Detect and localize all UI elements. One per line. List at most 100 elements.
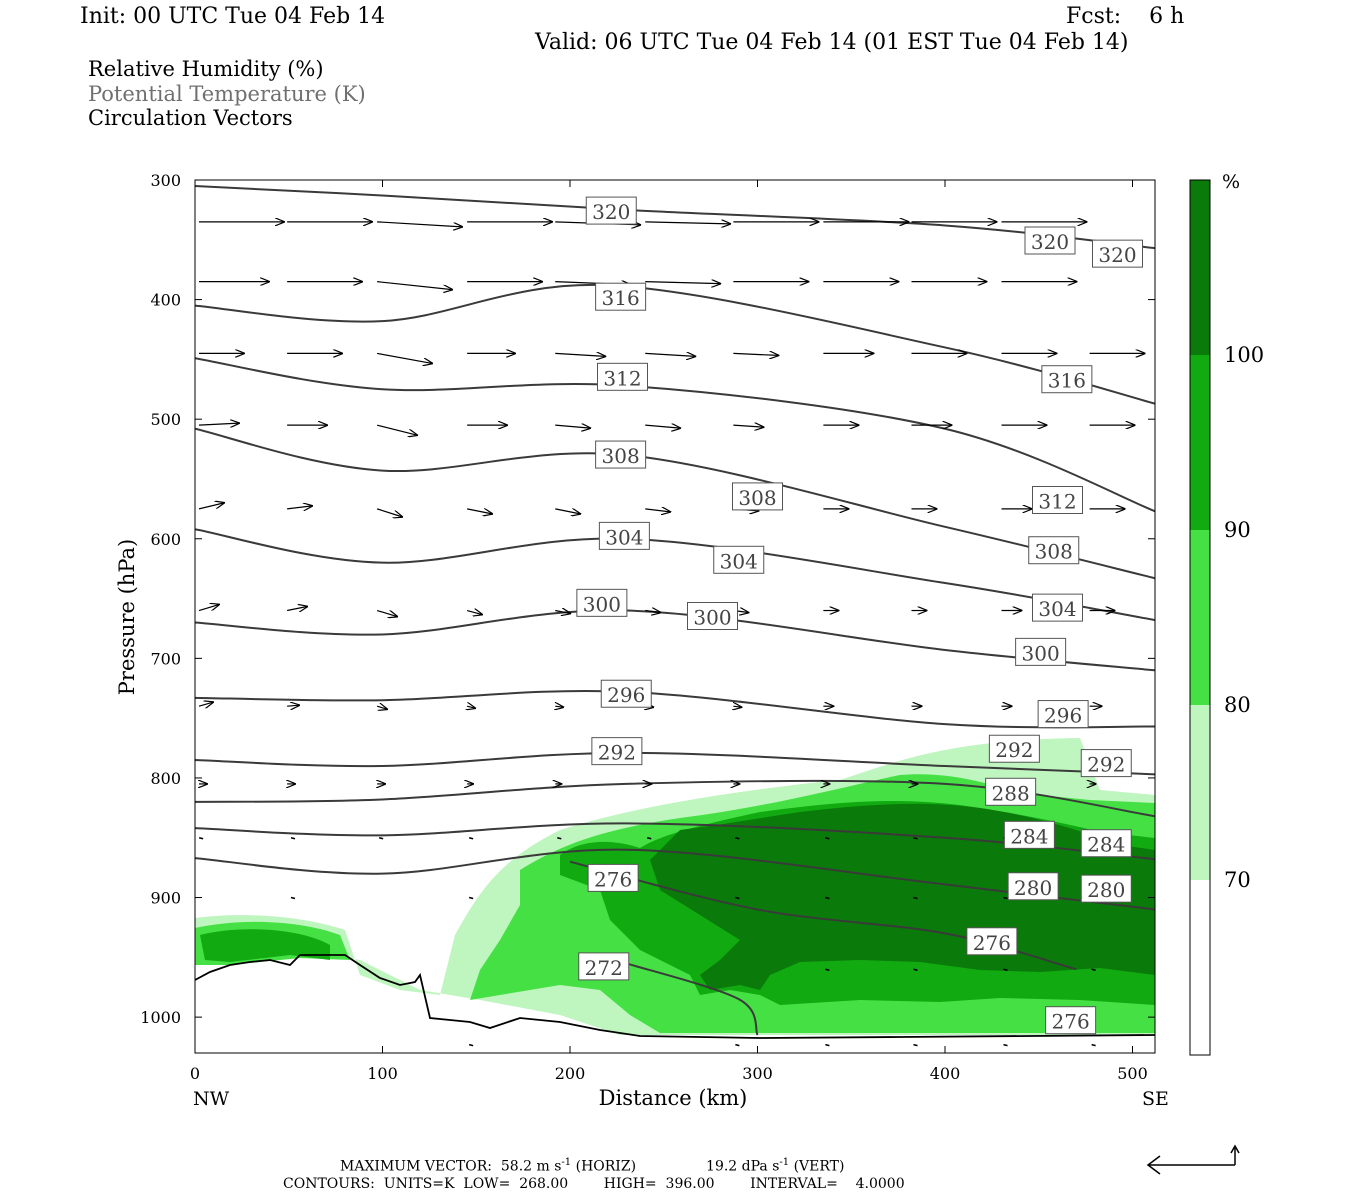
left-endpoint-label: NW [193, 1088, 230, 1110]
circulation-vector [376, 706, 387, 709]
circulation-vector [378, 837, 384, 840]
circulation-vector [735, 837, 740, 840]
contour-label: 284 [1087, 833, 1125, 857]
legend-rh: Relative Humidity (%) [88, 57, 324, 81]
circulation-vector [645, 425, 680, 428]
contour-label: 288 [992, 781, 1030, 805]
contour-label: 284 [1010, 824, 1048, 848]
circulation-vector [468, 1043, 474, 1047]
contour-label: 272 [585, 956, 623, 980]
circulation-vector [467, 509, 492, 514]
contour-label-box [1045, 1006, 1097, 1035]
x-tick-label: 400 [930, 1064, 961, 1083]
circulation-vector [733, 706, 741, 707]
y-tick-label: 400 [150, 291, 181, 310]
x-tick-label: 100 [367, 1064, 398, 1083]
contour-label: 276 [594, 867, 632, 891]
contour-label: 296 [1044, 704, 1082, 728]
contour-label: 292 [995, 738, 1033, 762]
max-vector-text: MAXIMUM VECTOR: 58.2 m s-1 (HORIZ) 19.2 d… [340, 1157, 845, 1175]
y-tick-label: 700 [150, 649, 181, 668]
circulation-vector [467, 706, 475, 708]
contour-label-box [1015, 637, 1067, 666]
y-tick-label: 600 [150, 530, 181, 549]
contour-label-box [1080, 749, 1132, 778]
circulation-vector [733, 353, 778, 355]
contour-label-box [591, 737, 643, 766]
circulation-vector [377, 221, 462, 227]
contour-label-box [587, 863, 639, 892]
reference-vector [1146, 1144, 1240, 1175]
contours-info: CONTOURS: UNITS=K LOW= 268.00 HIGH= 396.… [283, 1176, 905, 1192]
contour-label-box [595, 282, 647, 311]
circulation-vector [376, 508, 402, 517]
y-tick-label: 800 [150, 769, 181, 788]
contour-label-box [988, 734, 1040, 763]
circulation-vector [555, 425, 590, 428]
contour-label-box [1080, 829, 1132, 858]
plot-frame [194, 179, 1156, 1054]
circulation-vector [198, 605, 219, 612]
circulation-vector [647, 837, 652, 840]
circulation-vector [1091, 968, 1096, 972]
valid-time: Valid: 06 UTC Tue 04 Feb 14 (01 EST Tue … [535, 30, 1129, 55]
y-tick-label: 1000 [140, 1008, 181, 1027]
y-axis-label: Pressure (hPa) [115, 539, 139, 695]
circulation-vector [555, 706, 563, 707]
circulation-vector [645, 353, 695, 356]
contour-label: 292 [1087, 753, 1125, 777]
init-time: Init: 00 UTC Tue 04 Feb 14 [80, 4, 386, 29]
rh-shading [195, 738, 1155, 1035]
contour-label: 316 [602, 286, 640, 310]
circulation-vector [1091, 1043, 1096, 1047]
contour-label: 300 [1022, 641, 1060, 665]
contour-label-box [600, 679, 652, 708]
rh-100-region [650, 803, 1155, 990]
circulation-vector [735, 896, 740, 900]
contour-label: 292 [598, 741, 636, 765]
contour-label-box [585, 196, 637, 225]
colorbar-80 [1190, 530, 1210, 705]
contour-label: 300 [693, 606, 731, 630]
circulation-vector [913, 1043, 918, 1047]
contour-label: 316 [1048, 369, 1086, 393]
circulation-vector [376, 609, 397, 617]
right-endpoint-label: SE [1142, 1088, 1169, 1110]
contour-label: 276 [1052, 1010, 1090, 1034]
circulation-vector [198, 837, 204, 840]
contour-label: 304 [720, 549, 758, 573]
x-tick-label: 300 [742, 1064, 773, 1083]
y-tick-label: 900 [150, 889, 181, 908]
contour-label-box [1028, 536, 1080, 565]
y-tick-label: 300 [150, 171, 181, 190]
x-tick-label: 0 [190, 1064, 200, 1083]
forecast-hour: Fcst: 6 h [1066, 4, 1185, 29]
circulation-vector [468, 896, 474, 900]
contour-label: 304 [605, 525, 643, 549]
circulation-vector [645, 611, 660, 613]
contour-label: 276 [973, 931, 1011, 955]
theta-contour-line [195, 357, 1155, 513]
theta-contour-line [195, 609, 1155, 672]
circulation-vector [825, 1043, 830, 1047]
contour-label-box [1037, 700, 1089, 729]
colorbar-below [1190, 880, 1210, 1055]
circulation-vector [466, 611, 482, 615]
contour-label-box [1032, 485, 1083, 514]
contour-label-box [966, 927, 1018, 956]
contour-label: 320 [1098, 243, 1136, 267]
y-axis: 300 400 500 600 700 800 900 1000 [140, 171, 1155, 1027]
contour-label-box [1007, 872, 1059, 901]
theta-contour-line [195, 184, 1155, 250]
x-axis: 0 100 200 300 400 500 [190, 180, 1148, 1083]
circulation-vector [290, 837, 296, 840]
contour-label-box [1024, 226, 1076, 255]
y-tick-label: 500 [150, 410, 181, 429]
circulation-vector [913, 968, 918, 972]
contour-label-box [597, 362, 648, 391]
legend-theta: Potential Temperature (K) [88, 82, 366, 106]
circulation-vector [376, 424, 417, 435]
colorbar-label-100: 100 [1224, 343, 1264, 367]
contour-label: 308 [738, 486, 776, 510]
